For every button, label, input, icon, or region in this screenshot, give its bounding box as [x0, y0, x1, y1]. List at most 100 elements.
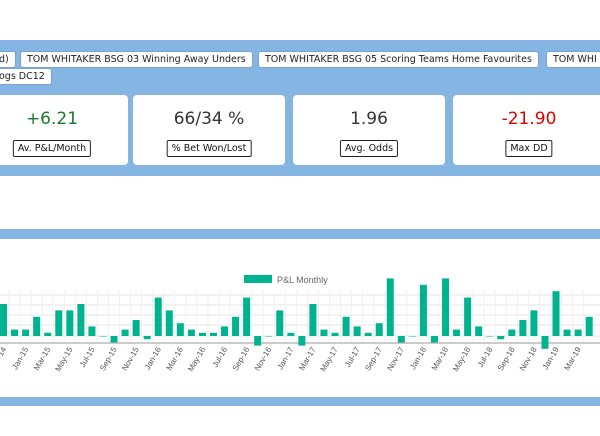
bar-Jan-18 — [419, 284, 427, 336]
bar-Oct-17 — [386, 278, 394, 336]
bar-Jan-17 — [287, 332, 295, 336]
stat-card-avg-odds: 1.96 Avg. Odds — [293, 95, 445, 165]
x-tick-label: May-17 — [319, 345, 340, 373]
bar-Feb-16 — [165, 310, 173, 336]
x-tick-label: Jul-17 — [343, 345, 362, 369]
x-tick-label: Sep-18 — [496, 345, 517, 372]
stat-card-max-dd: -21.90 Max DD — [453, 95, 600, 165]
bar-Oct-15 — [121, 329, 129, 336]
x-tick-label: Nov-16 — [253, 345, 274, 372]
bar-Nov-14 — [0, 304, 8, 336]
bar-Jun-17 — [342, 316, 350, 336]
pl-monthly-chart: Nov-14 Jan-15 Mar-15 May-15 Jul-15 Sep-15 Nov-… — [0, 239, 600, 397]
x-tick-label: Mar-18 — [430, 345, 451, 372]
bar-Mar-15 — [44, 332, 52, 336]
x-tick-label: Mar-19 — [562, 345, 583, 372]
bar-Aug-15 — [99, 336, 107, 337]
system-tag[interactable]: TOM WHI — [546, 51, 600, 68]
x-tick-label: Mar-17 — [297, 345, 318, 372]
bar-Jan-15 — [22, 329, 30, 336]
x-tick-label: Nov-14 — [0, 345, 9, 372]
bar-Dec-14 — [11, 329, 19, 336]
x-tick-label: Sep-16 — [231, 345, 252, 372]
bar-Jan-16 — [154, 297, 162, 336]
bar-May-18 — [464, 297, 472, 336]
bar-Dec-17 — [408, 336, 416, 337]
stat-card-bet-won-lost: 66/34 % % Bet Won/Lost — [133, 95, 285, 165]
bar-Mar-17 — [309, 304, 317, 336]
system-tag[interactable]: TOM WHITAKER BSG 05 Scoring Teams Home F… — [258, 51, 539, 68]
bar-Sep-15 — [110, 336, 118, 343]
stat-value: 66/34 % — [173, 109, 245, 129]
bar-Aug-18 — [497, 336, 505, 340]
bar-Feb-17 — [298, 336, 306, 346]
x-tick-label: Sep-17 — [363, 345, 384, 372]
x-tick-label: Jul-16 — [211, 345, 230, 369]
bar-Sep-18 — [508, 329, 516, 336]
bar-Nov-16 — [265, 336, 273, 337]
bar-Jul-15 — [88, 326, 96, 336]
legend-label: P&L Monthly — [277, 275, 328, 285]
bar-Jun-15 — [77, 304, 85, 336]
x-tick-label: Jan-15 — [10, 345, 30, 371]
x-tick-label: Sep-15 — [98, 345, 119, 372]
bar-Jun-16 — [209, 332, 217, 336]
bar-Jul-16 — [221, 326, 229, 336]
stat-label: Av. P&L/Month — [12, 140, 92, 157]
x-tick-label: Jan-19 — [541, 345, 561, 371]
x-tick-label: May-16 — [186, 345, 207, 373]
bar-Apr-16 — [187, 329, 195, 336]
bar-Apr-17 — [320, 329, 328, 336]
bar-Apr-19 — [585, 316, 593, 336]
stat-label: Max DD — [505, 140, 553, 157]
bar-Apr-18 — [453, 329, 461, 336]
bar-Jul-18 — [486, 336, 494, 337]
pl-monthly-chart-svg: Nov-14 Jan-15 Mar-15 May-15 Jul-15 Sep-15 Nov-… — [0, 275, 600, 373]
x-tick-label: Mar-15 — [32, 345, 53, 372]
x-tick-label: Jan-16 — [143, 345, 163, 371]
bar-Jun-18 — [475, 326, 483, 336]
x-tick-label: May-18 — [451, 345, 472, 373]
bar-Oct-16 — [254, 336, 262, 346]
bar-Mar-19 — [574, 329, 582, 336]
stat-card-avg-pl: +6.21 Av. P&L/Month — [0, 95, 128, 165]
x-tick-label: Jul-15 — [78, 345, 97, 369]
bar-May-16 — [198, 332, 206, 336]
bar-Dec-15 — [143, 336, 151, 340]
bar-Dec-18 — [541, 336, 549, 349]
legend-swatch — [244, 275, 272, 283]
bar-Nov-18 — [530, 310, 538, 336]
x-tick-label: Jul-18 — [476, 345, 495, 369]
stat-value: -21.90 — [501, 109, 557, 129]
system-tag[interactable]: ogs DC12 — [0, 68, 52, 85]
x-tick-label: Nov-17 — [385, 345, 406, 372]
stat-value: 1.96 — [350, 109, 388, 129]
x-tick-label: Jan-18 — [408, 345, 428, 371]
bar-Feb-15 — [33, 316, 41, 336]
bar-Feb-19 — [563, 329, 571, 336]
stat-label: Avg. Odds — [339, 140, 399, 157]
bar-Nov-17 — [397, 336, 405, 343]
bar-Oct-18 — [519, 320, 527, 336]
x-tick-label: Nov-15 — [120, 345, 141, 372]
bar-May-15 — [66, 310, 74, 336]
system-tag[interactable]: d) — [0, 51, 16, 68]
x-tick-label: Jan-17 — [276, 345, 296, 371]
bar-Aug-17 — [364, 332, 372, 336]
stat-label: % Bet Won/Lost — [166, 140, 252, 157]
bar-Jan-19 — [552, 291, 560, 336]
bar-May-17 — [331, 332, 339, 336]
bar-Dec-16 — [276, 310, 284, 336]
bar-Nov-15 — [132, 320, 140, 336]
bar-Mar-18 — [442, 278, 450, 336]
stat-value: +6.21 — [25, 109, 79, 129]
bar-Sep-16 — [243, 297, 251, 336]
x-tick-label: Nov-18 — [518, 345, 539, 372]
bar-Aug-16 — [232, 316, 240, 336]
system-tag[interactable]: TOM WHITAKER BSG 03 Winning Away Unders — [20, 51, 253, 68]
bar-Apr-15 — [55, 310, 63, 336]
x-tick-label: Mar-16 — [165, 345, 186, 372]
bar-Feb-18 — [430, 336, 438, 343]
bar-Jul-17 — [353, 326, 361, 336]
bar-Mar-16 — [176, 323, 184, 336]
